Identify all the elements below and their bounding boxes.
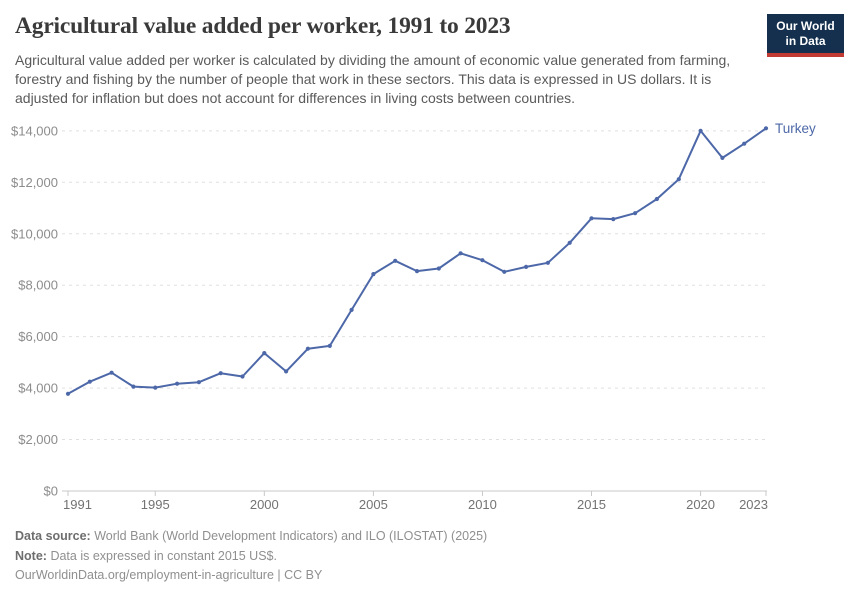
chart-subtitle: Agricultural value added per worker is c… (15, 52, 731, 106)
data-point[interactable] (240, 374, 245, 379)
data-point[interactable] (502, 269, 507, 274)
x-tick-label: 2023 (739, 497, 768, 512)
chart-url: OurWorldinData.org/employment-in-agricul… (15, 568, 274, 582)
data-point[interactable] (458, 251, 463, 256)
data-source-label: Data source: (15, 529, 91, 543)
data-point[interactable] (175, 381, 180, 386)
data-point[interactable] (545, 260, 551, 265)
y-tick-label: $14,000 (11, 123, 58, 138)
owid-logo-line2: in Data (785, 34, 826, 48)
data-point[interactable] (524, 264, 529, 269)
data-point[interactable] (414, 269, 420, 274)
license-badge: CC BY (284, 568, 323, 582)
data-point[interactable] (676, 177, 681, 182)
data-source-line: Data source: World Bank (World Developme… (15, 527, 815, 547)
note-label: Note: (15, 548, 47, 563)
data-point[interactable] (436, 266, 441, 271)
data-point[interactable] (763, 126, 769, 131)
y-tick-label: $10,000 (11, 226, 58, 241)
y-tick-label: $12,000 (11, 175, 58, 190)
data-point[interactable] (480, 258, 485, 263)
data-point[interactable] (654, 196, 660, 202)
owid-logo: Our World in Data (767, 14, 844, 57)
y-tick-label: $8,000 (18, 278, 58, 293)
line-chart-plot[interactable]: $0 $2,000 $4,000 $6,000 $8,000 $10,000 $12,000… (0, 110, 850, 522)
y-tick-label: $4,000 (18, 381, 58, 396)
data-point[interactable] (218, 371, 223, 376)
x-tick-label: 2005 (359, 497, 388, 512)
data-point[interactable] (371, 272, 376, 277)
data-point[interactable] (131, 384, 136, 389)
citation-line: OurWorldinData.org/employment-in-agricul… (15, 566, 815, 586)
data-point[interactable] (284, 369, 289, 374)
data-source-text: World Bank (World Development Indicators… (94, 529, 488, 543)
data-point[interactable] (349, 307, 354, 312)
data-point[interactable] (109, 370, 114, 375)
data-point[interactable] (567, 240, 572, 245)
y-tick-label: $6,000 (18, 329, 58, 344)
page-title: Agricultural value added per worker, 199… (15, 13, 511, 39)
data-point[interactable] (589, 216, 594, 221)
data-point[interactable] (305, 346, 310, 351)
data-point[interactable] (262, 351, 267, 356)
x-tick-label: 2010 (468, 497, 497, 512)
x-tick-label: 2020 (686, 497, 715, 512)
x-tick-label: 2015 (577, 497, 606, 512)
data-line-turkey[interactable] (67, 127, 767, 395)
data-point[interactable] (633, 211, 638, 216)
data-point[interactable] (87, 379, 92, 384)
series-end-label[interactable]: Turkey (775, 121, 816, 136)
data-point[interactable] (742, 141, 747, 146)
y-tick-label: $0 (44, 484, 58, 499)
owid-logo-line1: Our World (776, 19, 835, 33)
data-point[interactable] (720, 155, 725, 160)
chart-footer: Data source: World Bank (World Developme… (15, 527, 815, 586)
data-point[interactable] (153, 385, 158, 390)
x-tick-label: 2000 (250, 497, 279, 512)
x-tick-label: 1995 (141, 497, 170, 512)
data-point[interactable] (698, 128, 703, 133)
data-point[interactable] (611, 217, 616, 222)
data-point[interactable] (393, 258, 398, 263)
y-tick-label: $2,000 (18, 432, 58, 447)
data-point[interactable] (196, 380, 201, 385)
note-line: Note: Data is expressed in constant 2015… (15, 547, 815, 567)
data-point[interactable] (65, 391, 71, 396)
note-text: Data is expressed in constant 2015 US$. (50, 548, 277, 563)
citation-separator: | (277, 568, 281, 582)
data-point[interactable] (327, 343, 332, 348)
x-tick-label: 1991 (63, 497, 92, 512)
